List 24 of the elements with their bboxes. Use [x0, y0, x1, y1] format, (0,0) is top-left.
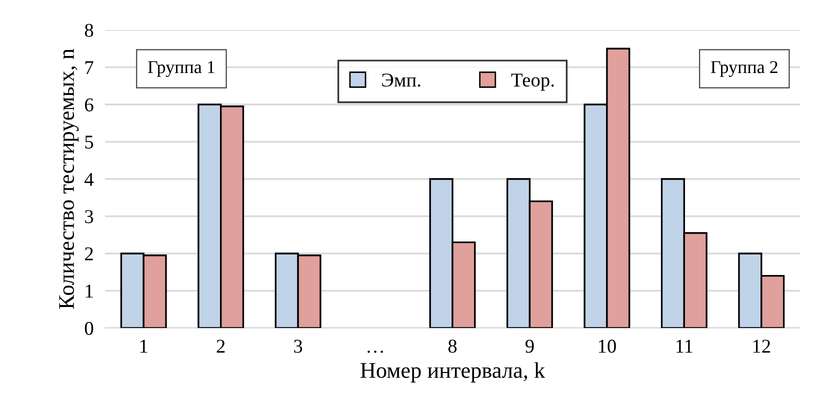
y-tick-label: 6: [85, 98, 94, 112]
y-tick-label: 4: [84, 172, 94, 186]
legend-label: Эмп.: [382, 74, 420, 87]
y-tick-label: 8: [84, 24, 94, 37]
y-tick-label: 0: [84, 322, 94, 335]
x-axis-title: Номер интервала, k: [360, 362, 546, 382]
x-tick-label: 9: [525, 340, 534, 353]
annotation: Группа 2: [710, 61, 778, 77]
y-tick-label: 3: [85, 210, 94, 224]
y-axis-title: Количество тестируемых, n: [59, 48, 79, 309]
x-tick-label: 3: [294, 340, 302, 353]
annotation: Группа 1: [148, 61, 214, 77]
y-tick-label: 7: [85, 61, 94, 74]
x-tick-label: 2: [216, 340, 225, 353]
x-tick-label: 1: [140, 340, 148, 353]
x-tick-label: 8: [448, 340, 457, 353]
y-tick-label: 5: [85, 136, 94, 149]
x-tick-label: …: [368, 350, 383, 353]
legend-label: Теор.: [511, 74, 554, 91]
y-tick-label: 2: [85, 247, 93, 260]
x-tick-label: 10: [598, 340, 616, 353]
x-tick-label: 12: [753, 340, 770, 353]
x-tick-label: 11: [676, 340, 692, 353]
y-tick-label: 1: [86, 284, 93, 298]
